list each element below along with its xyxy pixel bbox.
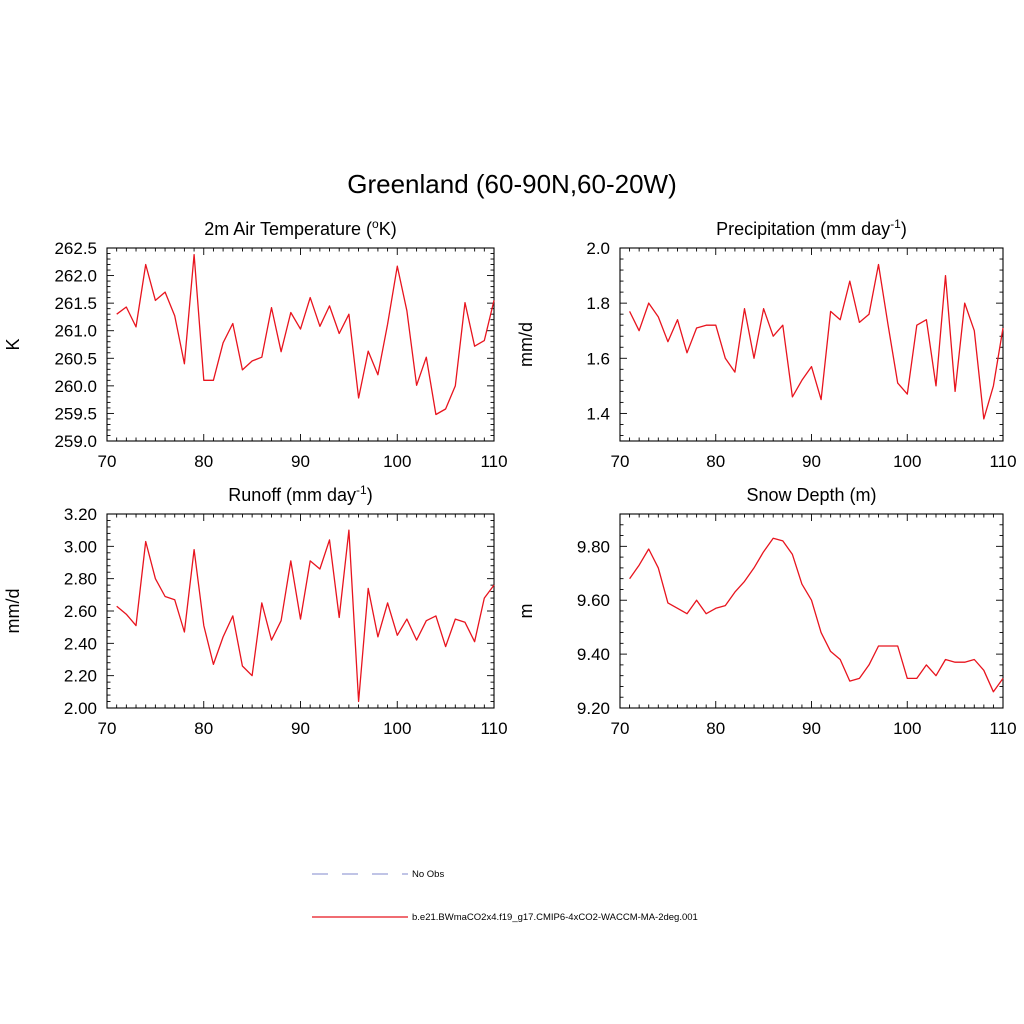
x-tick-label: 80 <box>194 719 213 738</box>
legend: No Obs b.e21.BWmaCO2x4.f19_g17.CMIP6-4xC… <box>312 869 698 923</box>
y-tick-label: 261.0 <box>54 322 97 341</box>
x-tick-label: 80 <box>194 452 213 471</box>
y-tick-label: 259.0 <box>54 432 97 451</box>
plot-frame <box>106 513 495 709</box>
y-tick-label: 259.5 <box>54 404 97 423</box>
legend-model-label: b.e21.BWmaCO2x4.f19_g17.CMIP6-4xCO2-WACC… <box>412 912 698 923</box>
y-tick-label: 1.4 <box>586 404 610 423</box>
y-tick-label: 261.5 <box>54 294 97 313</box>
series-line <box>629 537 1004 693</box>
y-tick-label: 9.20 <box>577 699 610 718</box>
x-tick-label: 110 <box>480 452 507 471</box>
x-tick-label: 100 <box>383 452 411 471</box>
y-tick-label: 2.80 <box>64 570 97 589</box>
y-tick-label: 1.6 <box>586 349 610 368</box>
y-tick-label: 2.60 <box>64 602 97 621</box>
y-tick-label: 260.5 <box>54 349 97 368</box>
y-tick-label: 3.20 <box>64 505 97 524</box>
x-tick-label: 90 <box>802 719 821 738</box>
x-tick-label: 90 <box>291 719 310 738</box>
plot-frame <box>619 513 1004 709</box>
x-tick-label: 90 <box>802 452 821 471</box>
y-axis-label: mm/d <box>516 322 536 367</box>
legend-no-obs-label: No Obs <box>412 869 444 880</box>
y-tick-label: 9.40 <box>577 645 610 664</box>
figure-title: Greenland (60-90N,60-20W) <box>347 169 677 199</box>
chart-runoff: 70 80 90 100 110 2.00 2.20 2.40 2.60 2.80 3.00 3.20… <box>3 483 508 738</box>
y-tick-label: 2.40 <box>64 634 97 653</box>
chart-snow-depth: 70 80 90 100 110 9.20 9.40 9.60 9.80 m Snow Depth … <box>516 485 1017 738</box>
y-tick-label: 2.00 <box>64 699 97 718</box>
y-tick-label: 1.8 <box>586 294 610 313</box>
x-tick-label: 110 <box>989 452 1016 471</box>
y-tick-label: 2.0 <box>586 239 610 258</box>
x-tick-label: 80 <box>706 719 725 738</box>
x-tick-label: 100 <box>383 719 411 738</box>
x-tick-label: 100 <box>893 719 921 738</box>
x-tick-label: 100 <box>893 452 921 471</box>
x-tick-label: 70 <box>611 452 630 471</box>
chart-panels: 70 80 90 100 110 259.0 259.5 260.0 260.5 261.0 261… <box>3 217 1017 738</box>
y-tick-label: 9.60 <box>577 591 610 610</box>
x-tick-label: 90 <box>291 452 310 471</box>
series-line <box>116 253 495 416</box>
panel-title: Runoff (mm day-1) <box>228 483 372 505</box>
panel-title: Precipitation (mm day-1) <box>716 217 907 239</box>
y-tick-label: 260.0 <box>54 377 97 396</box>
x-tick-label: 70 <box>98 452 117 471</box>
y-tick-label: 3.00 <box>64 537 97 556</box>
x-tick-label: 110 <box>480 719 507 738</box>
series-line <box>116 529 495 703</box>
chart-air-temperature: 70 80 90 100 110 259.0 259.5 260.0 260.5 261.0 261… <box>3 217 508 471</box>
y-tick-label: 262.0 <box>54 267 97 286</box>
series-line <box>629 263 1004 420</box>
x-tick-label: 80 <box>706 452 725 471</box>
x-tick-label: 70 <box>611 719 630 738</box>
y-axis-label: mm/d <box>3 589 23 634</box>
y-tick-label: 2.20 <box>64 667 97 686</box>
y-tick-label: 262.5 <box>54 239 97 258</box>
y-axis-label: m <box>516 604 536 619</box>
x-tick-label: 70 <box>98 719 117 738</box>
chart-precipitation: 70 80 90 100 110 1.4 1.6 1.8 2.0 mm/d Precipitatio… <box>516 217 1017 471</box>
y-axis-label: K <box>3 338 23 350</box>
panel-title: 2m Air Temperature (oK) <box>204 217 396 239</box>
x-tick-label: 110 <box>989 719 1016 738</box>
panel-title: Snow Depth (m) <box>746 485 876 505</box>
y-tick-label: 9.80 <box>577 537 610 556</box>
